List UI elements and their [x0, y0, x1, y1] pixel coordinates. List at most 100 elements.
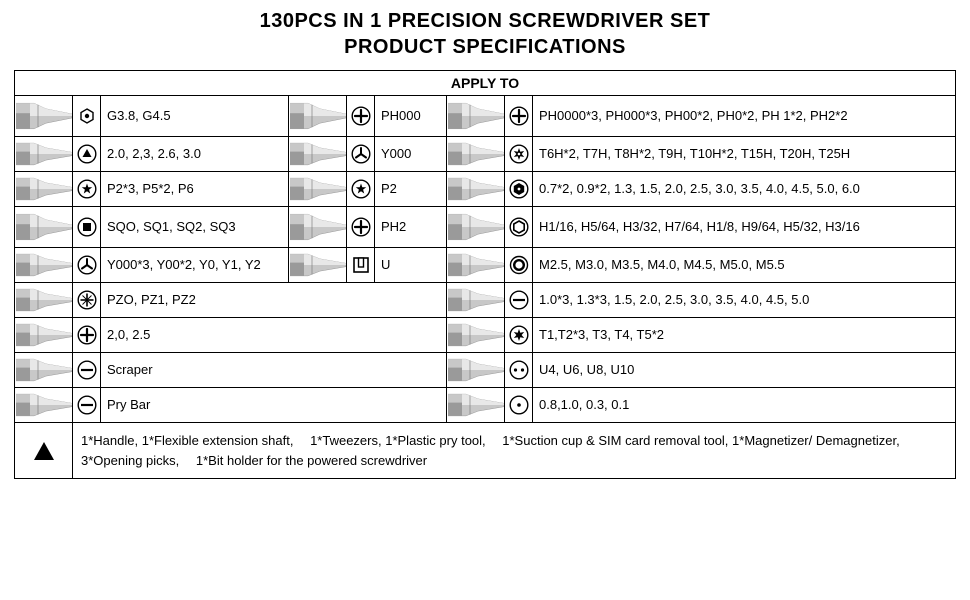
spec-cell: PH2: [375, 207, 447, 248]
phillips-icon: [73, 325, 100, 345]
bit-image-cell: [289, 207, 347, 248]
bit-icon-cell: [505, 283, 533, 318]
bit-icon-cell: [505, 172, 533, 207]
u-shape-icon: [347, 255, 374, 275]
bit-image-cell: [15, 318, 73, 353]
circle-bold-icon: [505, 255, 532, 275]
bit-image-cell: [15, 207, 73, 248]
bit-icon-cell: [73, 248, 101, 283]
slot-icon: [73, 395, 100, 415]
table-row: Y000*3, Y00*2, Y0, Y1, Y2 U: [15, 248, 956, 283]
bit-icon-cell: [347, 96, 375, 137]
bit-icon-cell: [505, 96, 533, 137]
bit-image-cell: [289, 137, 347, 172]
spec-cell: 2,0, 2.5: [101, 318, 447, 353]
title-line-2: PRODUCT SPECIFICATIONS: [344, 36, 626, 58]
bit-image-cell: [447, 137, 505, 172]
bit-image-cell: [15, 388, 73, 423]
table-row: Pry Bar 0.8,1.0, 0.3, 0.1: [15, 388, 956, 423]
bit-image-cell: [447, 207, 505, 248]
pentalobe-icon: [73, 179, 100, 199]
triwing-icon: [73, 255, 100, 275]
bit-image-cell: [447, 388, 505, 423]
spec-cell: PH000: [375, 96, 447, 137]
table-row: SQO, SQ1, SQ2, SQ3 PH2: [15, 207, 956, 248]
spec-cell: P2*3, P5*2, P6: [101, 172, 289, 207]
slot-icon: [505, 290, 532, 310]
hex-dot-icon: [505, 179, 532, 199]
pozidriv-icon: [73, 290, 100, 310]
spec-cell: U4, U6, U8, U10: [533, 353, 956, 388]
phillips-icon: [347, 106, 374, 126]
bit-icon-cell: [347, 137, 375, 172]
bit-icon-cell: [505, 388, 533, 423]
spec-cell: M2.5, M3.0, M3.5, M4.0, M4.5, M5.0, M5.5: [533, 248, 956, 283]
table-row: P2*3, P5*2, P6 P2: [15, 172, 956, 207]
bit-icon-cell: [505, 353, 533, 388]
bit-icon-cell: [73, 172, 101, 207]
spec-cell: U: [375, 248, 447, 283]
triangle-in-circle-icon: [73, 144, 100, 164]
phillips-icon: [347, 217, 374, 237]
apply-to-header: APPLY TO: [15, 71, 956, 96]
bit-image-cell: [15, 96, 73, 137]
phillips-icon: [505, 106, 532, 126]
spec-cell: Y000*3, Y00*2, Y0, Y1, Y2: [101, 248, 289, 283]
spec-cell: PZO, PZ1, PZ2: [101, 283, 447, 318]
bit-image-cell: [15, 353, 73, 388]
bit-icon-cell: [505, 137, 533, 172]
spec-cell: H1/16, H5/64, H3/32, H7/64, H1/8, H9/64,…: [533, 207, 956, 248]
bit-image-cell: [289, 96, 347, 137]
bit-image-cell: [15, 172, 73, 207]
spec-cell: 2.0, 2,3, 2.6, 3.0: [101, 137, 289, 172]
footer-text: 1*Handle, 1*Flexible extension shaft, 1*…: [73, 423, 956, 479]
bit-image-cell: [447, 318, 505, 353]
bit-icon-cell: [505, 207, 533, 248]
bit-image-cell: [447, 353, 505, 388]
bit-image-cell: [289, 248, 347, 283]
spec-cell: T6H*2, T7H, T8H*2, T9H, T10H*2, T15H, T2…: [533, 137, 956, 172]
pentalobe-icon: [347, 179, 374, 199]
spec-cell: 0.7*2, 0.9*2, 1.3, 1.5, 2.0, 2.5, 3.0, 3…: [533, 172, 956, 207]
bit-icon-cell: [347, 248, 375, 283]
spec-cell: 1.0*3, 1.3*3, 1.5, 2.0, 2.5, 3.0, 3.5, 4…: [533, 283, 956, 318]
spec-cell: Pry Bar: [101, 388, 447, 423]
bit-image-cell: [289, 172, 347, 207]
table-row: 2.0, 2,3, 2.6, 3.0 Y000: [15, 137, 956, 172]
bit-image-cell: [15, 283, 73, 318]
spec-cell: SQO, SQ1, SQ2, SQ3: [101, 207, 289, 248]
bit-image-cell: [447, 283, 505, 318]
dot-in-circle-icon: [505, 395, 532, 415]
page-title: 130PCS IN 1 PRECISION SCREWDRIVER SET PR…: [14, 8, 956, 60]
bit-icon-cell: [73, 283, 101, 318]
triangle-solid-icon: [33, 441, 55, 461]
bit-image-cell: [15, 248, 73, 283]
spec-table: APPLY TO G3.8, G4.5: [14, 70, 956, 479]
spec-cell: P2: [375, 172, 447, 207]
torx-icon: [505, 325, 532, 345]
spec-cell: Y000: [375, 137, 447, 172]
spec-cell: Scraper: [101, 353, 447, 388]
triwing-icon: [347, 144, 374, 164]
slot-icon: [73, 360, 100, 380]
table-row: G3.8, G4.5 PH000: [15, 96, 956, 137]
bit-image-cell: [447, 248, 505, 283]
bit-icon-cell: [73, 96, 101, 137]
bit-image-cell: [447, 172, 505, 207]
spec-cell: PH0000*3, PH000*3, PH00*2, PH0*2, PH 1*2…: [533, 96, 956, 137]
bit-icon-cell: [73, 353, 101, 388]
bit-icon-cell: [73, 388, 101, 423]
table-row: PZO, PZ1, PZ2 1.0*3, 1.3*3, 1.5, 2.0, 2.…: [15, 283, 956, 318]
footer-icon-cell: [15, 423, 73, 479]
spec-cell: 0.8,1.0, 0.3, 0.1: [533, 388, 956, 423]
spec-cell: T1,T2*3, T3, T4, T5*2: [533, 318, 956, 353]
bit-image-cell: [15, 137, 73, 172]
bit-icon-cell: [505, 248, 533, 283]
bit-icon-cell: [73, 137, 101, 172]
hex-outline-icon: [505, 217, 532, 237]
hex-socket-icon: [73, 106, 100, 126]
table-row: 2,0, 2.5 T1,T2*3, T3, T4, T5*2: [15, 318, 956, 353]
two-dots-icon: [505, 360, 532, 380]
bit-icon-cell: [347, 207, 375, 248]
title-line-1: 130PCS IN 1 PRECISION SCREWDRIVER SET: [260, 10, 711, 32]
